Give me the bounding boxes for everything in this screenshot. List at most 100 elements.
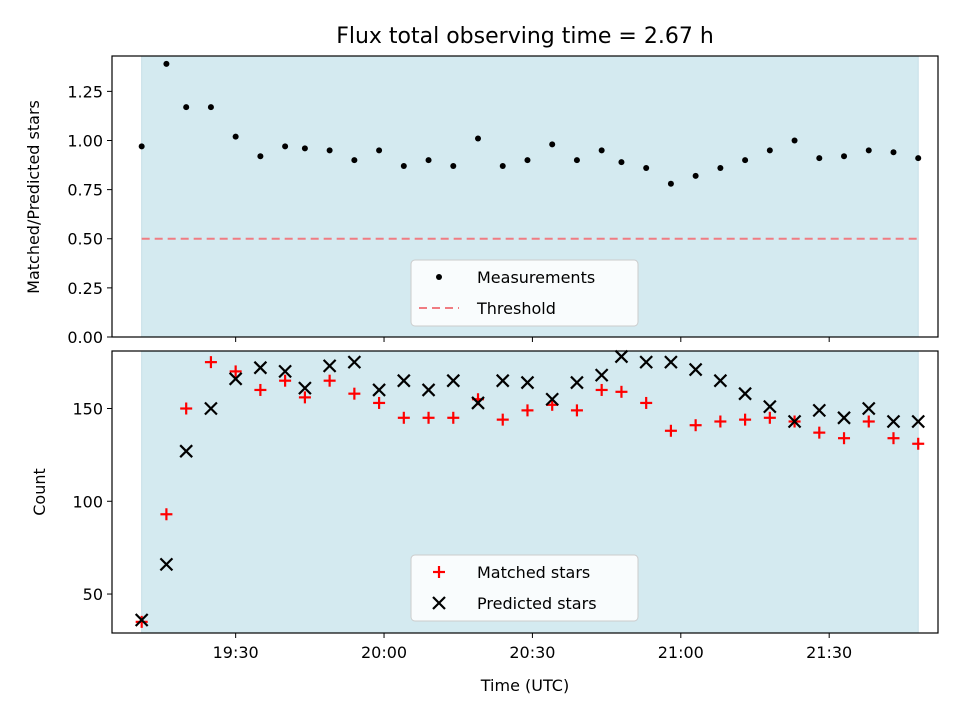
measurement-point <box>841 153 848 160</box>
measurement-point <box>890 149 897 156</box>
predicted-star-point <box>688 362 703 377</box>
matched-star-point <box>397 411 410 424</box>
matched-star-point <box>135 615 148 628</box>
x-tick-label: 20:30 <box>509 643 555 662</box>
measurement-point <box>816 155 823 162</box>
measurement-point <box>618 159 625 166</box>
y-tick-label: 0.50 <box>67 230 103 249</box>
legend-label: Matched stars <box>477 563 590 582</box>
measurement-point <box>326 147 333 154</box>
y-tick-label: 0.75 <box>67 181 103 200</box>
legend-box <box>410 554 639 622</box>
predicted-star-point <box>594 368 609 382</box>
y-tick-label: 50 <box>83 585 103 604</box>
legend-box <box>410 259 639 327</box>
measurement-point <box>549 141 556 148</box>
matched-star-point <box>279 374 292 387</box>
legend-label: Predicted stars <box>477 594 597 613</box>
matched-star-point <box>838 432 851 445</box>
x-tick-label: 21:30 <box>806 643 852 662</box>
matched-star-point <box>298 391 311 404</box>
matched-star-point <box>546 398 559 411</box>
predicted-star-point <box>545 392 559 407</box>
y-tick-label: 1.25 <box>67 82 103 101</box>
matched-star-point <box>373 396 386 409</box>
matched-star-point <box>615 385 628 398</box>
predicted-star-point <box>253 360 268 375</box>
measurement-point <box>282 143 289 150</box>
legend: Matched stars Predicted stars <box>410 554 639 622</box>
measurement-point <box>450 163 457 170</box>
top-panel: 0.00 0.25 0.50 0.75 1.00 1.25 Measurements Thre… <box>67 55 939 347</box>
predicted-star-point <box>664 355 678 369</box>
matched-star-point <box>204 356 217 369</box>
matched-star-point <box>640 396 653 409</box>
measurement-point <box>138 143 145 150</box>
predicted-star-point <box>570 375 584 390</box>
y-tick-label: 150 <box>72 400 103 419</box>
matched-star-point <box>521 404 534 417</box>
legend-x-marker <box>432 596 446 610</box>
x-tick-label: 21:00 <box>658 643 704 662</box>
predicted-star-point <box>713 373 728 388</box>
bottom-panel: 50 100 150 19:30 20:00 20:30 21:00 21:30 Matched… <box>72 349 939 662</box>
predicted-star-point <box>372 383 386 397</box>
measurement-point <box>400 163 407 170</box>
matched-star-point <box>348 387 361 400</box>
measurement-point <box>524 157 531 164</box>
predicted-star-point <box>322 359 337 373</box>
predicted-star-point <box>812 403 827 418</box>
predicted-star-point <box>837 411 851 425</box>
measurement-point <box>232 133 239 140</box>
measurement-point <box>667 180 674 187</box>
predicted-star-point <box>639 355 653 369</box>
predicted-star-point <box>347 355 362 369</box>
measurement-point <box>717 165 724 172</box>
y-tick-label: 1.00 <box>67 131 103 150</box>
measurement-point <box>791 137 798 144</box>
predicted-star-point <box>204 401 218 416</box>
matched-star-point <box>447 411 460 424</box>
matched-star-point <box>570 404 583 417</box>
x-axis-label: Time (UTC) <box>480 676 569 695</box>
measurement-point <box>163 60 170 67</box>
predicted-star-point <box>495 373 510 388</box>
predicted-star-point <box>861 401 876 416</box>
matched-star-point <box>160 508 173 521</box>
matched-star-point <box>180 402 193 415</box>
matched-star-point <box>813 426 826 439</box>
measurement-point <box>643 165 650 172</box>
legend-label: Threshold <box>476 299 556 318</box>
measurement-point <box>183 104 190 111</box>
matched-star-point <box>254 383 267 396</box>
measurement-point <box>865 147 872 154</box>
predicted-star-point <box>159 557 174 572</box>
matched-star-point <box>689 419 702 432</box>
predicted-star-point <box>787 414 802 429</box>
measurement-point <box>915 155 922 162</box>
matched-star-point <box>323 374 336 387</box>
measurement-point <box>573 157 580 164</box>
predicted-star-point <box>278 364 292 379</box>
matched-star-point <box>763 411 776 424</box>
measurement-point <box>598 147 605 154</box>
y-tick-label: 0.00 <box>67 328 103 347</box>
predicted-star-point <box>614 349 629 364</box>
predicted-star-point <box>134 613 149 627</box>
y-tick-label: 0.25 <box>67 279 103 298</box>
measurement-point <box>742 157 749 164</box>
matched-star-point <box>422 411 435 424</box>
predicted-star-point <box>471 396 485 410</box>
predicted-star-point <box>520 375 535 390</box>
matched-star-point <box>714 415 727 428</box>
predicted-star-point <box>421 383 436 397</box>
measurement-point <box>207 104 214 111</box>
predicted-star-point <box>179 444 193 458</box>
plot-frame <box>111 55 939 338</box>
top-y-axis-label: Matched/Predicted stars <box>24 100 43 294</box>
matched-star-point <box>664 424 677 437</box>
matched-star-point <box>496 413 509 426</box>
x-tick-label: 19:30 <box>213 643 259 662</box>
predicted-star-point <box>397 373 411 388</box>
